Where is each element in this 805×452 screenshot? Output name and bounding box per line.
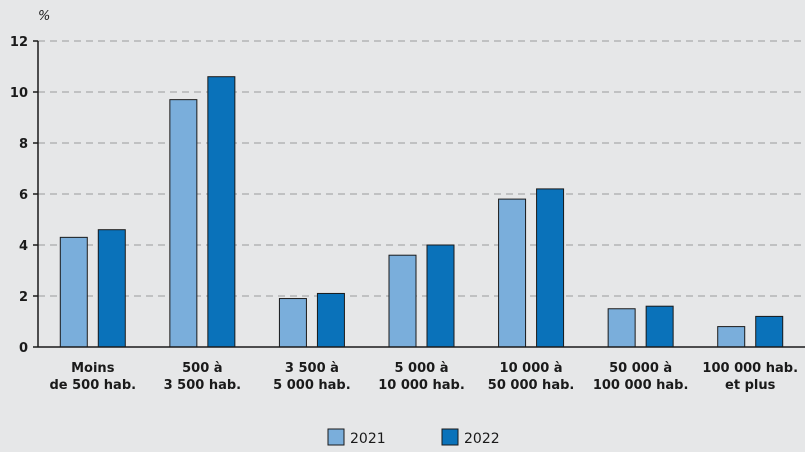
y-tick-label: 8 <box>19 137 28 152</box>
bars <box>59 76 784 348</box>
y-tick-label: 6 <box>19 188 28 203</box>
bar-2021-1 <box>169 99 198 348</box>
bar-2021-6 <box>717 326 746 348</box>
y-tick-label: 0 <box>19 341 28 356</box>
legend-swatch-2021 <box>327 428 345 446</box>
x-axis-labels: Moins de 500 hab. 500 à 3 500 hab. 3 500 à 5 … <box>49 361 798 393</box>
bar-2021-2 <box>278 298 307 348</box>
x-category-label: 10 000 à <box>500 361 563 376</box>
bar-2022-5 <box>645 305 674 348</box>
x-category-label: 500 à <box>182 361 222 376</box>
bar-2022-4 <box>536 188 565 348</box>
y-axis-ticks: 0 2 4 6 8 10 12 <box>10 35 38 356</box>
y-unit-label: % <box>38 9 50 24</box>
y-tick-label: 12 <box>10 35 28 50</box>
x-category-label: 50 000 hab. <box>488 378 575 393</box>
x-category-label: 100 000 hab. <box>702 361 798 376</box>
bar-2021-4 <box>498 198 527 348</box>
bar-2022-1 <box>207 76 236 348</box>
x-category-label: 3 500 à <box>285 361 339 376</box>
x-category-label: de 500 hab. <box>49 378 136 393</box>
bar-2021-5 <box>607 308 636 348</box>
x-category-label: 3 500 hab. <box>164 378 242 393</box>
y-tick-label: 10 <box>10 86 28 101</box>
bar-2022-6 <box>755 315 784 348</box>
y-tick-label: 4 <box>19 239 28 254</box>
gridlines <box>38 40 805 297</box>
x-category-label: 50 000 à <box>609 361 672 376</box>
bar-2021-0 <box>59 236 88 348</box>
legend: 2021 2022 <box>327 428 500 447</box>
bar-2022-2 <box>316 292 345 348</box>
y-tick-label: 2 <box>19 290 28 305</box>
legend-label-2021: 2021 <box>350 431 386 447</box>
x-category-label: et plus <box>725 378 776 393</box>
bar-2022-3 <box>426 244 455 348</box>
x-category-label: 5 000 à <box>394 361 448 376</box>
bar-2022-0 <box>97 229 126 348</box>
x-category-label: 5 000 hab. <box>273 378 351 393</box>
bar-2021-3 <box>388 254 417 348</box>
x-category-label: Moins <box>71 361 115 376</box>
x-category-label: 100 000 hab. <box>593 378 689 393</box>
legend-label-2022: 2022 <box>464 431 500 447</box>
legend-swatch-2022 <box>441 428 459 446</box>
x-category-label: 10 000 hab. <box>378 378 465 393</box>
